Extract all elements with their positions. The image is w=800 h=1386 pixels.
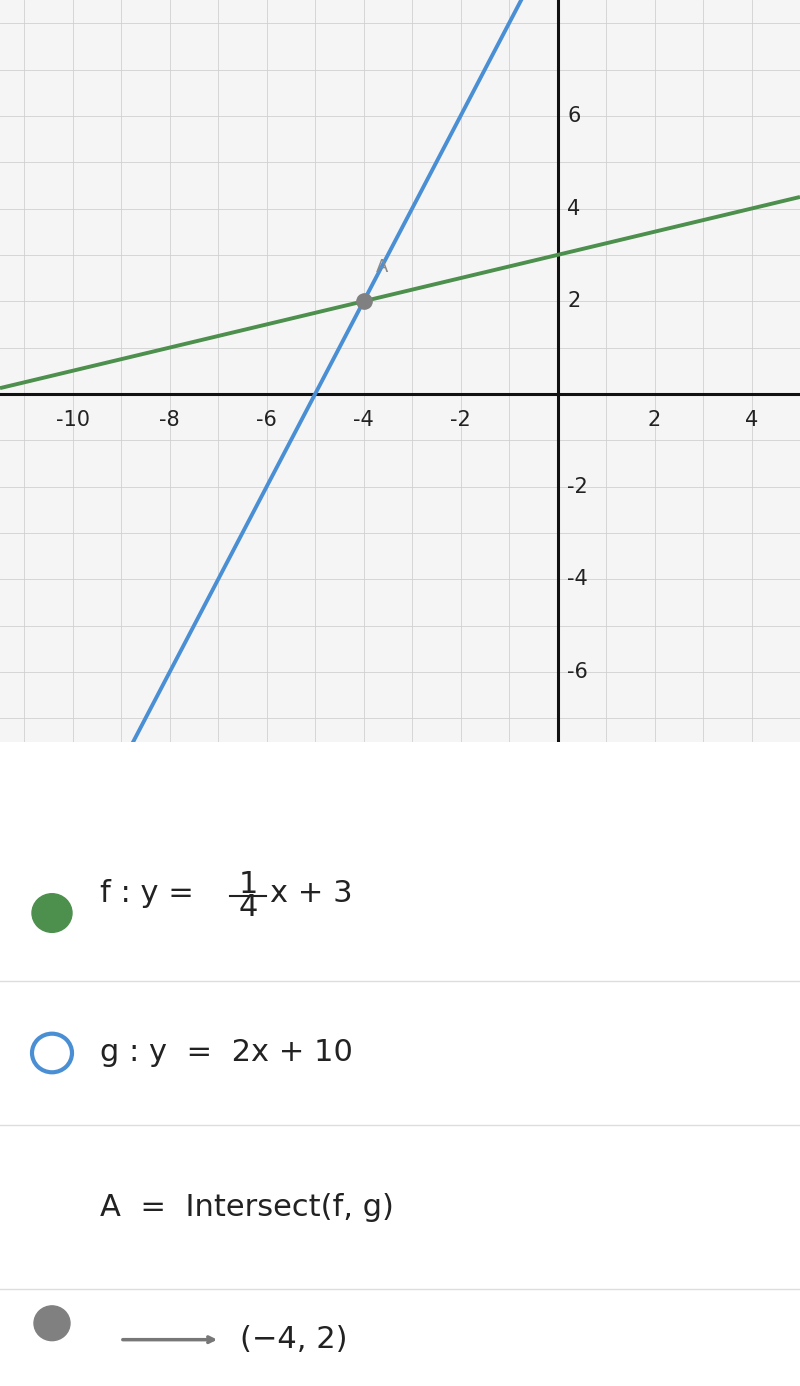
Text: -4: -4 <box>354 410 374 430</box>
Text: -4: -4 <box>567 570 588 589</box>
Text: A: A <box>376 258 388 276</box>
Circle shape <box>227 793 233 798</box>
Circle shape <box>239 793 245 798</box>
Text: 1: 1 <box>238 869 258 898</box>
Circle shape <box>34 1306 70 1340</box>
Text: 2: 2 <box>567 291 581 312</box>
Text: -6: -6 <box>256 410 277 430</box>
Text: g : y  =  2x + 10: g : y = 2x + 10 <box>100 1038 353 1067</box>
Text: f : y =: f : y = <box>100 879 204 908</box>
Text: A  =  Intersect(f, g): A = Intersect(f, g) <box>100 1193 394 1222</box>
Text: (−4, 2): (−4, 2) <box>240 1325 347 1354</box>
Circle shape <box>239 782 245 789</box>
Circle shape <box>215 793 221 798</box>
Text: -8: -8 <box>159 410 180 430</box>
Text: 2: 2 <box>648 410 661 430</box>
Text: 4: 4 <box>567 198 581 219</box>
Circle shape <box>215 782 221 789</box>
Text: 4: 4 <box>745 410 758 430</box>
Text: 6: 6 <box>567 105 581 126</box>
Circle shape <box>227 782 233 789</box>
Circle shape <box>239 772 245 778</box>
Text: -2: -2 <box>567 477 588 496</box>
Text: -6: -6 <box>567 663 588 682</box>
Text: -2: -2 <box>450 410 471 430</box>
Text: x + 3: x + 3 <box>270 879 353 908</box>
Circle shape <box>32 894 72 933</box>
Circle shape <box>227 772 233 778</box>
Circle shape <box>215 772 221 778</box>
Text: 4: 4 <box>238 893 258 922</box>
Text: -10: -10 <box>56 410 90 430</box>
